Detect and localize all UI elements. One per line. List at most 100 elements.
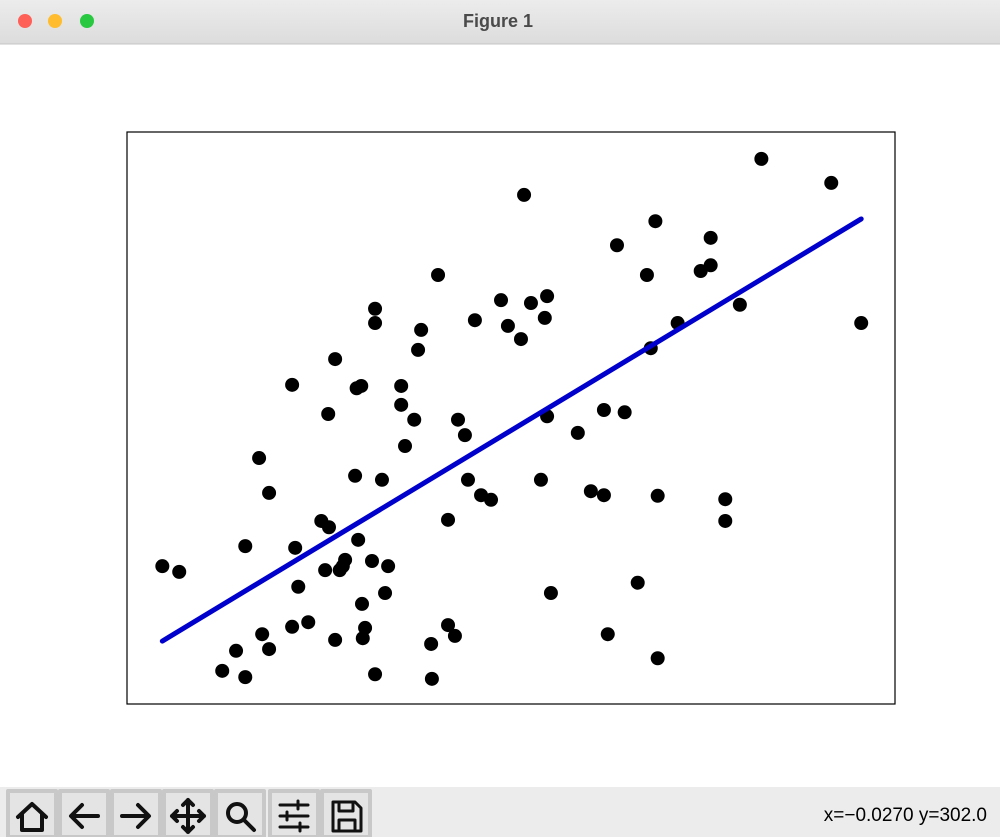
scatter-point (238, 539, 253, 554)
scatter-point (457, 428, 472, 443)
regression-line (159, 216, 864, 644)
minimize-button[interactable] (48, 14, 62, 28)
scatter-point (703, 258, 718, 273)
scatter-point (398, 439, 413, 454)
scatter-point (513, 332, 528, 347)
scatter-point (494, 293, 509, 308)
plot (126, 131, 896, 705)
title-bar (0, 0, 1000, 44)
scatter-point (411, 342, 426, 357)
scatter-point (394, 378, 409, 393)
scatter-point (441, 512, 456, 527)
scatter-point (703, 230, 718, 245)
scatter-point (424, 671, 439, 686)
scatter-point (484, 492, 499, 507)
scatter-point (355, 596, 370, 611)
scatter-point (431, 268, 446, 282)
scatter-point (328, 632, 343, 647)
scatter-point (596, 488, 611, 503)
scatter-point (368, 667, 383, 682)
scatter-point (441, 618, 456, 633)
scatter-point (500, 318, 515, 333)
zoom-tool-button[interactable] (214, 789, 266, 837)
scatter-point (517, 187, 532, 202)
status-text: x=−0.0270 y=302.0 (824, 805, 987, 826)
scatter-point (238, 670, 253, 685)
scatter-point (155, 559, 170, 574)
scatter-point (328, 352, 343, 367)
scatter-point (262, 485, 277, 500)
scatter-point (285, 377, 300, 392)
scatter-point (252, 451, 267, 466)
scatter-point (854, 316, 869, 331)
scatter-point (467, 313, 482, 328)
zoom-button[interactable] (80, 14, 94, 28)
scatter-point (447, 628, 462, 643)
zoom-icon (226, 802, 248, 824)
scatter-point (321, 520, 336, 535)
scatter-point (540, 289, 555, 304)
scatter-point (288, 540, 303, 555)
scatter-point (321, 406, 336, 421)
scatter-point (407, 412, 422, 427)
scatter-point (338, 552, 353, 567)
toolbar-buttons (6, 789, 372, 837)
scatter-point (368, 301, 383, 316)
scatter-point (609, 238, 624, 253)
scatter-point (617, 405, 632, 420)
scatter-point (172, 564, 187, 579)
scatter-point (358, 620, 373, 635)
scatter-point (351, 532, 366, 547)
scatter-point (537, 310, 552, 325)
scatter-point (348, 468, 363, 483)
scatter-point (600, 627, 615, 642)
scatter-point (255, 627, 270, 642)
scatter-point (732, 297, 747, 312)
home-icon (16, 802, 48, 832)
window-title: Figure 1 (463, 11, 533, 31)
configure-icon (278, 799, 310, 833)
scatter-point (718, 513, 733, 528)
scatter-point (630, 575, 645, 590)
close-button[interactable] (18, 14, 32, 28)
save-icon (331, 800, 363, 833)
scatter-point (583, 484, 598, 499)
scatter-point (378, 586, 393, 601)
scatter-point (754, 151, 769, 166)
scatter-point (523, 296, 538, 311)
scatter-point (215, 663, 230, 678)
scatter-point (596, 402, 611, 417)
pan-icon (170, 798, 206, 834)
scatter-point (424, 636, 439, 651)
forward-icon (120, 803, 151, 829)
axes-frame (126, 131, 896, 705)
scatter-point (285, 619, 300, 634)
scatter-point (460, 472, 475, 487)
scatter-point (368, 316, 383, 331)
scatter-point (364, 554, 379, 568)
scatter-point (414, 322, 429, 337)
scatter-point (570, 425, 585, 440)
scatter-point (318, 563, 333, 578)
scatter-point (374, 472, 389, 487)
scatter-point (533, 472, 548, 487)
back-icon (69, 803, 100, 829)
scatter-point (394, 397, 409, 412)
scatter-point (451, 412, 466, 427)
zoom-icon-handle (242, 818, 256, 832)
scatter-point (639, 268, 654, 282)
scatter-point (650, 651, 665, 666)
scatter-point (381, 559, 396, 574)
scatter-point (262, 642, 277, 657)
scatter-point (824, 175, 839, 190)
scatter-point (291, 579, 306, 594)
scatter-point (301, 615, 316, 630)
scatter-point (543, 586, 558, 601)
scatter-point (354, 378, 369, 393)
scatter-point (648, 214, 663, 229)
scatter-point (650, 488, 665, 503)
configure-button[interactable] (268, 789, 320, 837)
scatter-point (718, 492, 733, 507)
